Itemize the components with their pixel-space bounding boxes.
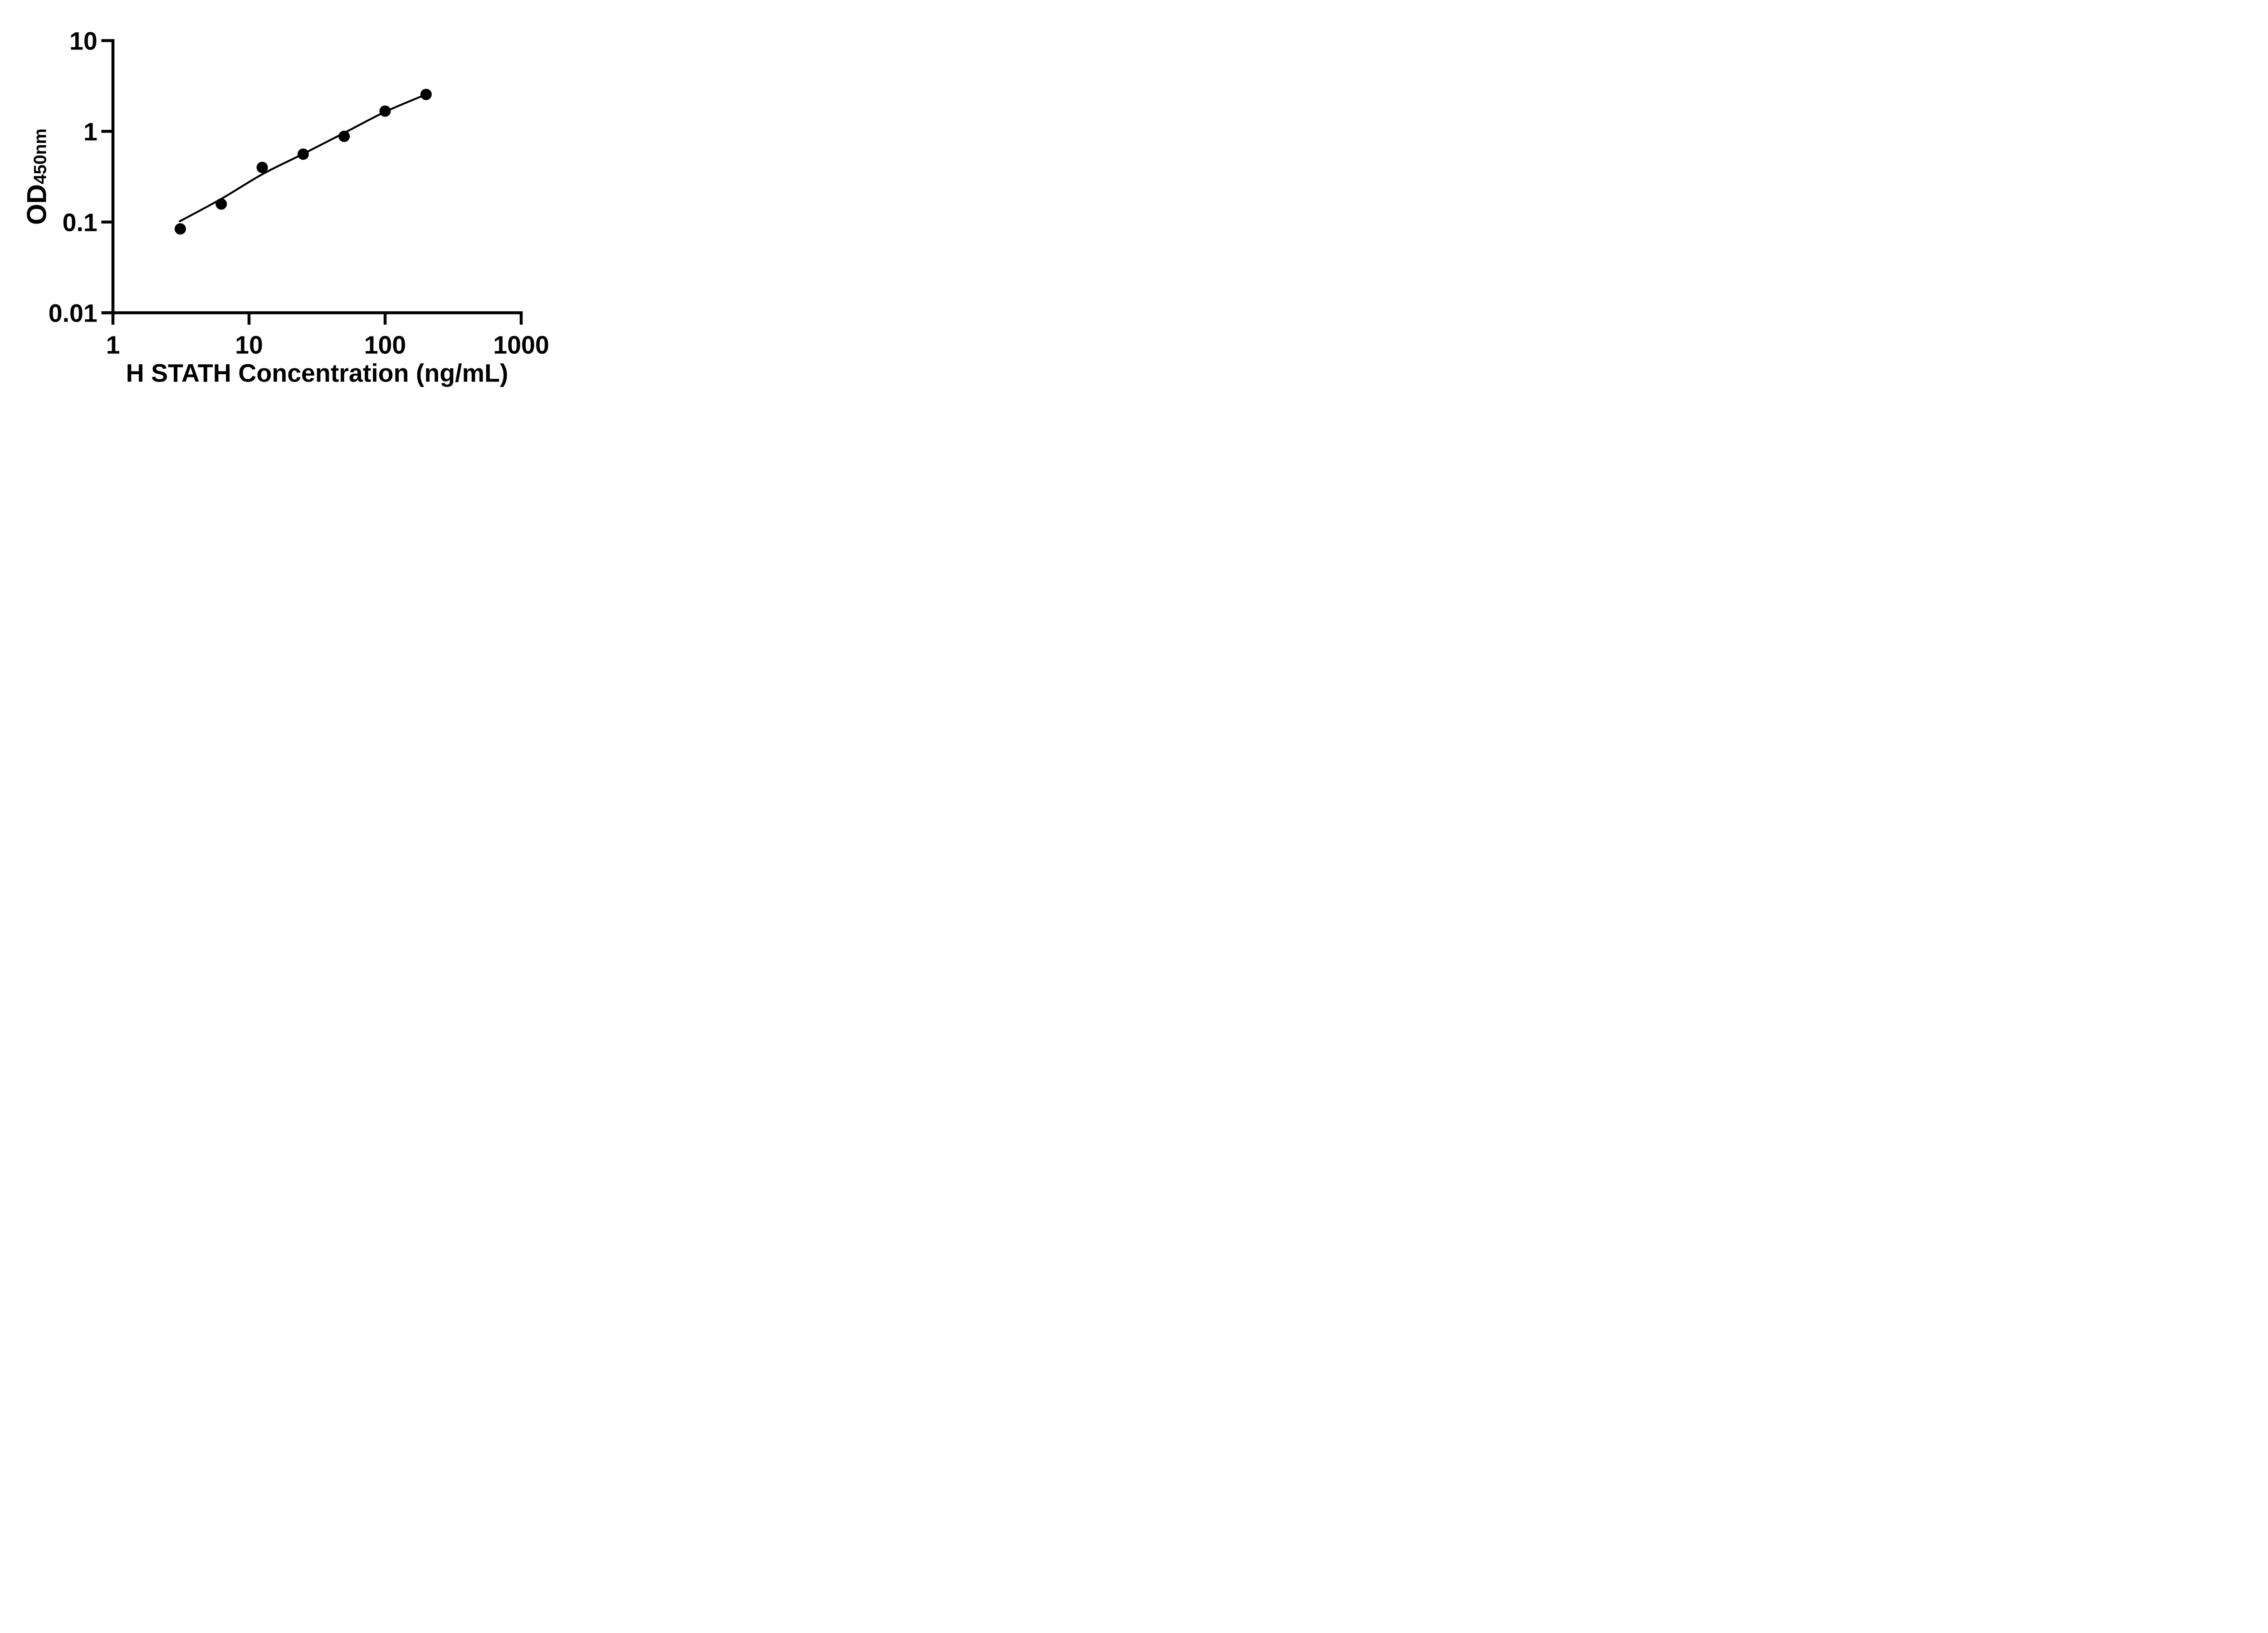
y-tick-label: 0.01 xyxy=(49,299,98,328)
elisa-standard-curve-figure: 10 1 0.1 0.01 1 10 100 1000 H STATH Concentrati… xyxy=(0,0,583,408)
data-points-layer xyxy=(174,88,432,235)
x-tick-label: 1000 xyxy=(493,331,549,359)
x-tick-label: 100 xyxy=(364,331,406,359)
y-axis-title: OD450nm xyxy=(22,128,52,225)
y-tick-label: 1 xyxy=(83,118,98,146)
data-point xyxy=(256,161,268,173)
y-tick-label: 0.1 xyxy=(63,209,98,237)
data-point xyxy=(338,131,350,142)
x-axis-title: H STATH Concentration (ng/mL) xyxy=(126,359,508,387)
y-tick-label: 10 xyxy=(69,27,98,55)
y-axis-title-base: OD xyxy=(22,184,52,225)
data-point xyxy=(174,223,186,235)
data-point xyxy=(379,105,391,117)
x-tick-label: 1 xyxy=(106,331,120,359)
tick-labels: 10 1 0.1 0.01 1 10 100 1000 xyxy=(49,27,549,359)
data-point xyxy=(215,198,227,210)
data-point xyxy=(297,148,309,160)
elisa-standard-curve-chart: 10 1 0.1 0.01 1 10 100 1000 H STATH Concentrati… xyxy=(22,27,549,387)
x-tick-label: 10 xyxy=(235,331,263,359)
y-axis-title-subscript: 450nm xyxy=(31,128,50,184)
axes xyxy=(101,39,523,325)
data-point xyxy=(420,88,432,100)
